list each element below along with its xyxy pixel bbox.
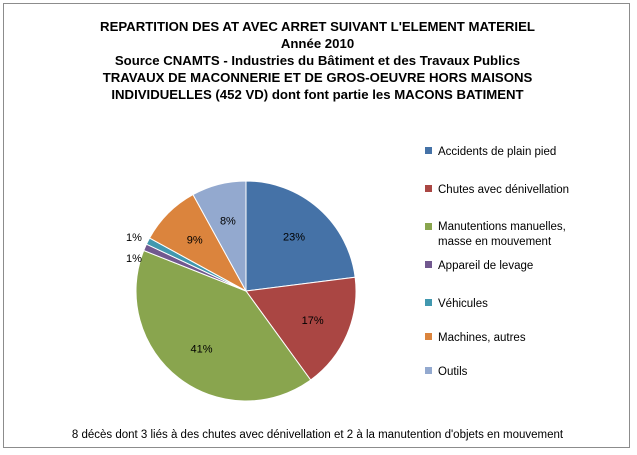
legend-label-4: Appareil de levage [438, 260, 534, 272]
title-line-5: INDIVIDUELLES (452 VD) dont font partie … [111, 87, 524, 102]
title-line-1: REPARTITION DES AT AVEC ARRET SUIVANT L'… [100, 19, 535, 34]
legend-swatch-6 [425, 333, 432, 340]
legend-label-7: Outils [438, 366, 468, 378]
data-label-1: 23% [283, 232, 305, 244]
legend-label-1: Accidents de plain pied [438, 146, 557, 158]
pie-slice-1 [245, 180, 356, 292]
legend-swatch-7 [425, 367, 432, 374]
data-label-5: 1% [126, 232, 142, 244]
legend-label-5: Véhicules [438, 298, 488, 310]
pie-slice-7 [192, 180, 247, 292]
title-line-4: TRAVAUX DE MACONNERIE ET DE GROS-OEUVRE … [102, 70, 533, 85]
data-label-2: 17% [302, 315, 324, 327]
pie-chart: 23% 17% 41% 1% 1% 9% 8% [126, 180, 357, 402]
title-line-3: Source CNAMTS - Industries du Bâtiment e… [114, 53, 521, 68]
legend-label-2: Chutes avec dénivellation [438, 184, 570, 196]
legend-swatch-1 [425, 147, 432, 154]
legend-swatch-5 [425, 299, 432, 306]
chart-title: REPARTITION DES AT AVEC ARRET SUIVANT L'… [4, 18, 631, 103]
legend-swatch-3 [425, 223, 432, 230]
legend-label-3: Manutentions manuelles, masse en mouveme… [438, 221, 566, 248]
chart-frame: REPARTITION DES AT AVEC ARRET SUIVANT L'… [3, 3, 630, 448]
legend-label-6: Machines, autres [438, 332, 526, 344]
data-label-3: 41% [190, 343, 212, 355]
legend-swatch-2 [425, 185, 432, 192]
data-label-6: 9% [187, 235, 203, 247]
pie-slice-2 [245, 276, 357, 381]
data-label-4: 1% [126, 253, 142, 265]
data-label-7: 8% [220, 216, 236, 228]
title-line-2: Année 2010 [280, 36, 355, 51]
legend-swatch-4 [425, 261, 432, 268]
chart-footnote: 8 décès dont 3 liés à des chutes avec dé… [71, 429, 564, 441]
pie-slice-3 [135, 249, 312, 402]
